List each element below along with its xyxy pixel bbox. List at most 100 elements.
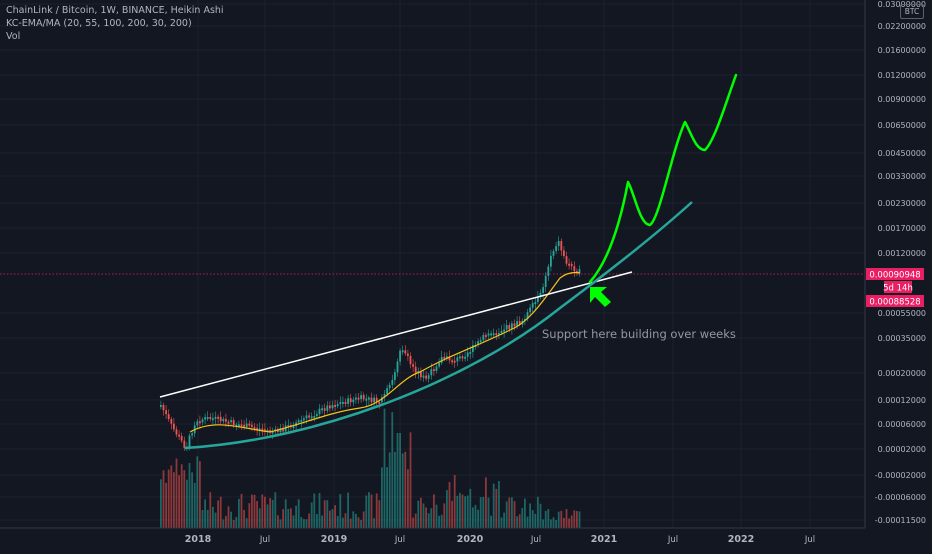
resistance-line bbox=[159, 271, 633, 398]
candle-body bbox=[214, 416, 217, 419]
x-tick-label: 2022 bbox=[728, 534, 754, 545]
volume-bar bbox=[191, 472, 193, 528]
volume-bar bbox=[199, 461, 201, 528]
volume-bar bbox=[170, 465, 173, 528]
volume-bar bbox=[352, 511, 355, 528]
volume-label[interactable]: Vol bbox=[6, 31, 21, 42]
volume-bar bbox=[310, 502, 313, 528]
candle-body bbox=[206, 417, 209, 420]
volume-bar bbox=[537, 496, 539, 528]
candle-body bbox=[344, 401, 347, 404]
candle-body bbox=[378, 401, 381, 404]
volume-bar bbox=[251, 494, 253, 528]
y-tick-label: 0.02200000 bbox=[878, 22, 926, 31]
current-price-tag: 0.00090948 bbox=[866, 268, 924, 281]
candle-body bbox=[362, 395, 365, 400]
ma-price-label: 0.00088528 bbox=[869, 298, 920, 308]
volume-bar bbox=[518, 514, 521, 528]
candle-body bbox=[188, 435, 191, 447]
volume-bar bbox=[477, 509, 479, 528]
volume-bar bbox=[560, 510, 563, 528]
volume-bar bbox=[526, 516, 529, 528]
volume-bar bbox=[547, 508, 550, 528]
volume-bar bbox=[373, 518, 375, 528]
volume-bar bbox=[282, 509, 284, 528]
volume-bar bbox=[347, 492, 349, 528]
candle-body bbox=[375, 397, 378, 402]
candle-body bbox=[391, 379, 394, 385]
volume-bar bbox=[394, 451, 396, 528]
volume-bar bbox=[214, 512, 217, 528]
volume-bar bbox=[167, 469, 170, 528]
candle-body bbox=[258, 428, 261, 431]
x-tick-label: Jul bbox=[530, 535, 541, 545]
volume-bar bbox=[539, 503, 542, 528]
y-tick-label: 0.01200000 bbox=[878, 71, 926, 80]
countdown-tag: 5d 14h bbox=[883, 281, 913, 294]
candle-body bbox=[321, 408, 323, 411]
candle-body bbox=[498, 333, 500, 336]
volume-bar bbox=[425, 507, 427, 528]
volume-bar bbox=[201, 509, 204, 528]
volume-bar bbox=[290, 508, 292, 528]
candle-body bbox=[451, 360, 453, 363]
candle-body bbox=[355, 397, 357, 400]
volume-bar bbox=[261, 494, 264, 528]
volume-bar bbox=[188, 462, 191, 528]
y-tick-label: 0.00230000 bbox=[878, 199, 926, 208]
candle-body bbox=[256, 427, 258, 430]
y-tick-label: 0.00012000 bbox=[878, 396, 926, 405]
volume-bar bbox=[409, 432, 412, 528]
volume-bar bbox=[173, 472, 175, 528]
volume-bar bbox=[206, 509, 209, 528]
candle-body bbox=[568, 263, 570, 266]
candle-body bbox=[219, 416, 222, 422]
volume-bar bbox=[245, 518, 248, 528]
candle-body bbox=[360, 395, 362, 400]
volume-bar bbox=[495, 488, 498, 528]
candle-body bbox=[555, 246, 557, 251]
candle-body bbox=[178, 434, 180, 437]
candle-body bbox=[394, 372, 396, 380]
x-tick-label: Jul bbox=[394, 535, 405, 545]
volume-bar bbox=[521, 507, 524, 528]
volume-bar bbox=[217, 500, 219, 528]
volume-bar bbox=[529, 503, 531, 528]
candle-body bbox=[565, 256, 568, 264]
volume-bar bbox=[466, 495, 469, 528]
candle-body bbox=[420, 371, 422, 378]
time-axis[interactable]: 2018 Jul 2019 Jul 2020 Jul 2021 Jul 2022 Jul bbox=[185, 534, 815, 545]
volume-bar bbox=[448, 481, 451, 528]
candle-body bbox=[479, 340, 482, 343]
volume-bar bbox=[500, 517, 503, 528]
candle-body bbox=[251, 424, 253, 427]
candle-body bbox=[225, 418, 227, 422]
chart-legend: ChainLink / Bitcoin, 1W, BINANCE, Heikin… bbox=[6, 4, 224, 43]
volume-bar bbox=[386, 467, 388, 528]
indicator-label[interactable]: KC-EMA/MA (20, 55, 100, 200, 30, 200) bbox=[6, 18, 192, 29]
candle-body bbox=[238, 424, 240, 427]
candle-body bbox=[518, 321, 521, 325]
candle-body bbox=[381, 397, 383, 403]
candle-body bbox=[266, 429, 269, 432]
current-price-label: 0.00090948 bbox=[869, 271, 920, 281]
volume-bar bbox=[370, 494, 373, 528]
volume-bar bbox=[209, 492, 212, 528]
volume-bar bbox=[160, 479, 162, 528]
volume-bar bbox=[490, 515, 492, 528]
symbol-title[interactable]: ChainLink / Bitcoin, 1W, BINANCE, Heikin… bbox=[6, 5, 224, 16]
volume-bar bbox=[388, 452, 391, 528]
candle-body bbox=[557, 240, 560, 247]
volume-bar bbox=[568, 518, 570, 528]
currency-badge[interactable]: BTC bbox=[900, 4, 924, 19]
candle-body bbox=[477, 341, 479, 346]
candle-body bbox=[552, 250, 555, 256]
volume-bar bbox=[222, 519, 225, 528]
volume-bar bbox=[349, 518, 352, 528]
volume-bar bbox=[412, 517, 414, 528]
volume-bar bbox=[456, 495, 459, 528]
volume-bar bbox=[162, 470, 165, 528]
candle-body bbox=[282, 428, 284, 432]
